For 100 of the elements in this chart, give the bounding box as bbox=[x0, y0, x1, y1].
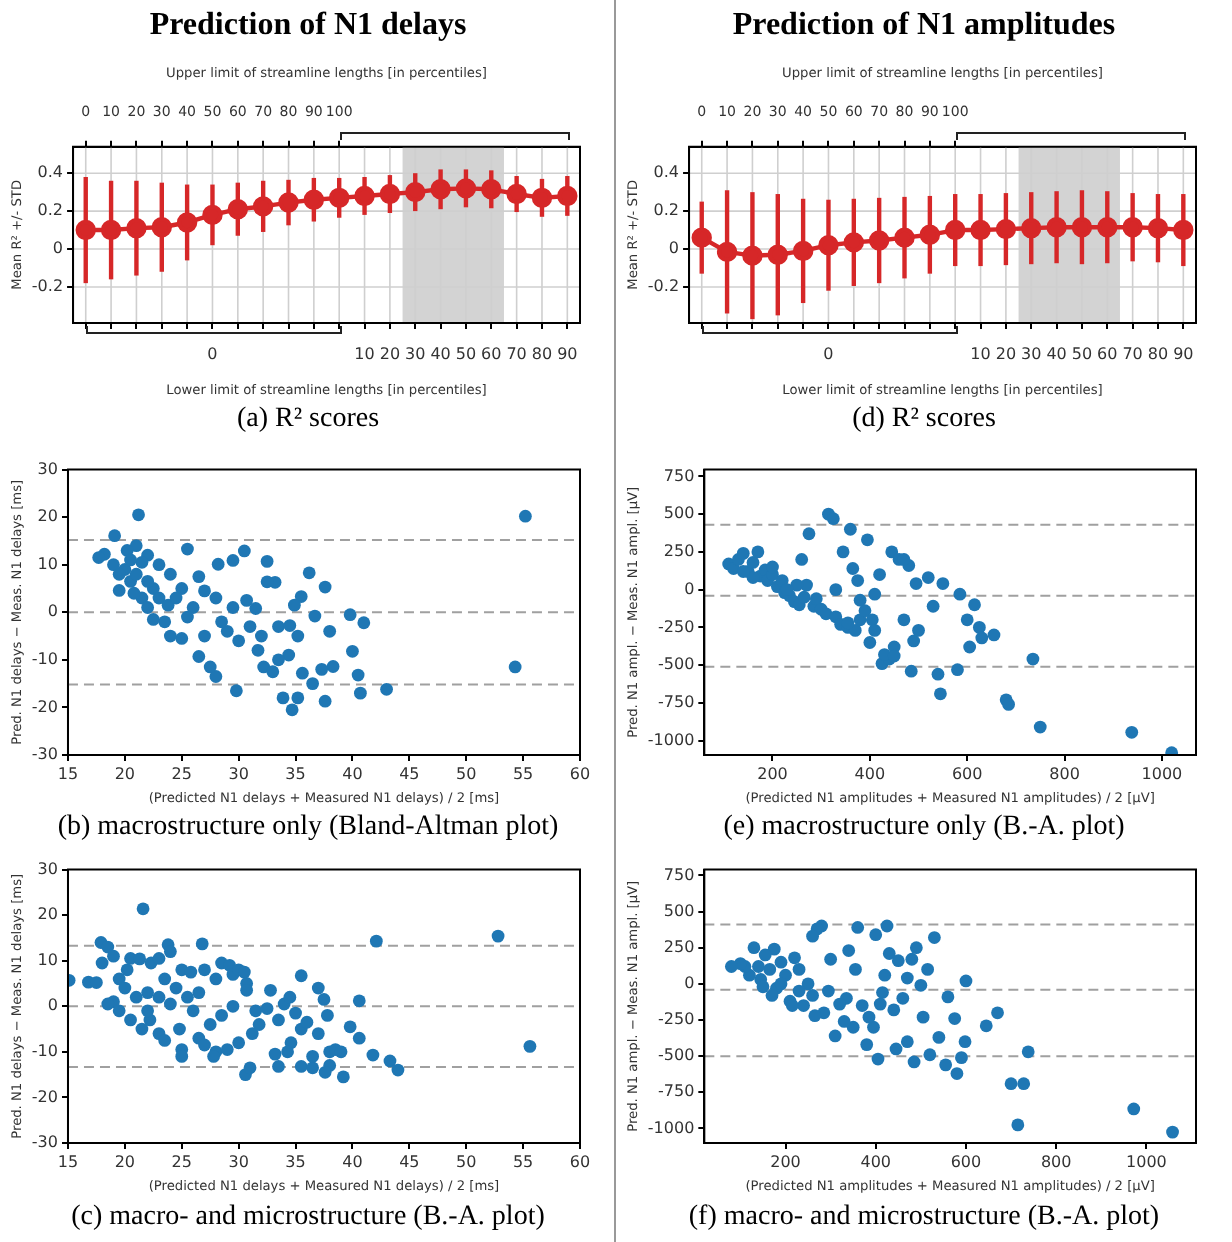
x-tick-label: 1000 bbox=[1141, 764, 1183, 783]
point bbox=[818, 235, 839, 256]
y-tick-label: 500 bbox=[663, 504, 695, 523]
x-tick-label: 60 bbox=[1097, 344, 1118, 363]
x-tick-label: 20 bbox=[114, 1152, 136, 1171]
point bbox=[1122, 217, 1143, 238]
point bbox=[151, 217, 172, 238]
point bbox=[742, 245, 763, 266]
point bbox=[1147, 217, 1169, 239]
text: (e) macrostructure only (B.-A. plot) bbox=[721, 812, 1127, 844]
x-tick-label: 50 bbox=[456, 1152, 477, 1171]
point bbox=[455, 178, 477, 199]
point bbox=[557, 185, 578, 207]
y-tick-label: 500 bbox=[663, 901, 695, 920]
x-tick-label: 400 bbox=[860, 1152, 892, 1171]
x-tick-label: 40 bbox=[430, 344, 451, 363]
x-tick-label: 90 bbox=[1173, 344, 1194, 363]
y-tick-label: 0 bbox=[47, 996, 58, 1015]
y-tick-label: -20 bbox=[31, 1087, 58, 1106]
point bbox=[176, 212, 198, 233]
point bbox=[278, 192, 299, 213]
point bbox=[202, 204, 223, 226]
x-tick-label: 20 bbox=[995, 344, 1017, 363]
x-tick-label: 30 bbox=[228, 764, 249, 783]
point bbox=[970, 219, 991, 241]
point bbox=[868, 230, 890, 251]
chart-title: Prediction of N1 delays bbox=[147, 8, 469, 44]
y-tick-label: 10 bbox=[37, 554, 58, 573]
x-tick-label: 60 bbox=[481, 344, 502, 363]
y-tick-label: -500 bbox=[658, 1046, 695, 1065]
x-tick-label: 15 bbox=[57, 764, 79, 783]
point bbox=[716, 241, 738, 263]
point bbox=[792, 240, 814, 262]
point bbox=[894, 227, 915, 248]
y-tick-label: 0 bbox=[47, 602, 58, 621]
x-tick-label: 400 bbox=[854, 764, 886, 783]
x-tick-label: 55 bbox=[512, 1152, 534, 1171]
y-tick-label: 30 bbox=[37, 859, 58, 878]
x-tick-label: 40 bbox=[1046, 344, 1067, 363]
y-tick-label: -750 bbox=[658, 1082, 695, 1101]
x-tick-label: 200 bbox=[770, 1152, 801, 1171]
point bbox=[1021, 217, 1042, 239]
point bbox=[1173, 219, 1194, 241]
x-tick-label: 45 bbox=[399, 764, 420, 783]
point bbox=[379, 183, 401, 205]
point bbox=[531, 187, 553, 209]
y-tick-label: -250 bbox=[658, 617, 695, 636]
y-tick-label: -1000 bbox=[647, 1118, 695, 1137]
x-tick-label: 80 bbox=[1147, 344, 1169, 363]
point bbox=[227, 199, 249, 220]
y-tick-label: 0.2 bbox=[653, 201, 680, 220]
x-tick-label: 60 bbox=[569, 1152, 591, 1171]
point bbox=[329, 187, 350, 209]
y-tick-label: 20 bbox=[37, 507, 58, 526]
y-tick-label: 0 bbox=[684, 579, 695, 598]
x-tick-label: 200 bbox=[757, 764, 788, 783]
x-tick-label: 10 bbox=[354, 344, 375, 363]
point bbox=[691, 227, 712, 248]
x-tick-label: 800 bbox=[1040, 1152, 1072, 1171]
x-tick-label: 25 bbox=[171, 764, 192, 783]
text: (a) R² scores bbox=[234, 404, 382, 436]
y-tick-label: 20 bbox=[37, 905, 58, 924]
point bbox=[506, 183, 527, 205]
x-tick-label: 40 bbox=[342, 1152, 363, 1171]
point bbox=[303, 189, 325, 210]
point bbox=[767, 244, 788, 265]
y-tick-label: -30 bbox=[31, 745, 58, 764]
point bbox=[405, 181, 426, 203]
text: (f) macro- and microstructure (B.-A. plot) bbox=[686, 1202, 1162, 1234]
point bbox=[1097, 217, 1118, 238]
x-tick-label: 30 bbox=[1021, 344, 1042, 363]
y-tick-label: 0 bbox=[684, 974, 695, 993]
x-tick-label: 800 bbox=[1049, 764, 1080, 783]
y-tick-label: 0 bbox=[668, 239, 680, 258]
x-tick-label: 0 bbox=[207, 344, 218, 363]
chart-title: Prediction of N1 amplitudes bbox=[730, 8, 1118, 44]
x-tick-label: 25 bbox=[171, 1152, 192, 1171]
point bbox=[252, 196, 274, 217]
y-tick-label: 0.4 bbox=[37, 163, 64, 182]
x-tick-label: 40 bbox=[342, 764, 363, 783]
text: (d) R² scores bbox=[850, 404, 998, 436]
x-tick-label: 70 bbox=[506, 344, 527, 363]
y-tick-label: 0 bbox=[52, 239, 64, 258]
x-tick-label: 50 bbox=[455, 344, 477, 363]
y-tick-label: -1000 bbox=[647, 730, 695, 749]
point bbox=[354, 185, 375, 207]
x-tick-label: 15 bbox=[57, 1152, 79, 1171]
y-tick-label: 30 bbox=[37, 459, 58, 478]
x-tick-label: 60 bbox=[569, 764, 591, 783]
x-tick-label: 20 bbox=[114, 764, 136, 783]
x-tick-label: 80 bbox=[531, 344, 553, 363]
x-tick-label: 50 bbox=[1071, 344, 1093, 363]
point bbox=[1046, 217, 1067, 238]
x-tick-label: 0 bbox=[823, 344, 834, 363]
x-tick-label: 600 bbox=[951, 764, 983, 783]
point bbox=[945, 219, 966, 241]
y-tick-label: -30 bbox=[31, 1133, 58, 1152]
x-tick-label: 20 bbox=[379, 344, 401, 363]
text: (b) macrostructure only (Bland-Altman plot) bbox=[55, 812, 561, 844]
x-tick-label: 90 bbox=[557, 344, 578, 363]
